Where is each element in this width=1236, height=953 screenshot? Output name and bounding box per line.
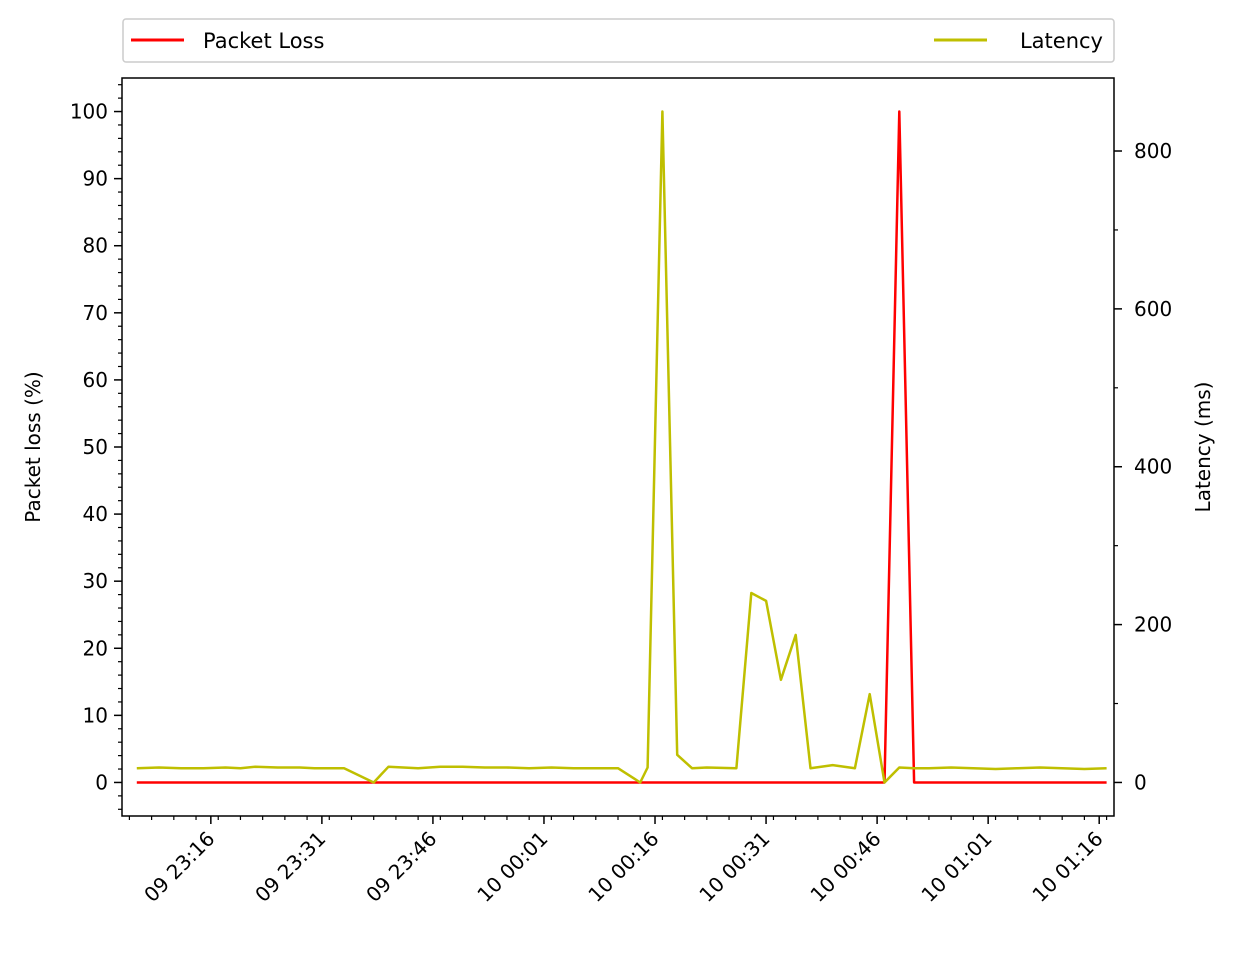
left-tick-label: 20 bbox=[83, 636, 108, 660]
left-tick-label: 100 bbox=[70, 100, 108, 124]
x-tick-label: 10 00:46 bbox=[805, 827, 885, 907]
x-tick-label: 10 00:16 bbox=[583, 827, 663, 907]
right-tick-label: 0 bbox=[1134, 770, 1147, 794]
right-tick-label: 200 bbox=[1134, 613, 1172, 637]
right-tick-label: 800 bbox=[1134, 139, 1172, 163]
legend-frame bbox=[122, 18, 1115, 63]
x-tick-label: 10 01:01 bbox=[916, 827, 996, 907]
right-axis: 0 200 400 600 800 bbox=[1114, 139, 1172, 794]
left-tick-label: 0 bbox=[95, 770, 108, 794]
plot-frame bbox=[121, 77, 1115, 817]
x-tick-label: 09 23:46 bbox=[361, 827, 441, 907]
left-tick-label: 10 bbox=[83, 703, 108, 727]
right-tick-label: 600 bbox=[1134, 297, 1172, 321]
left-axis: 0 10 20 30 40 50 60 70 80 90 100 bbox=[70, 84, 122, 810]
right-axis-title: Latency (ms) bbox=[1191, 382, 1215, 513]
left-axis-title: Packet loss (%) bbox=[21, 371, 45, 522]
left-tick-label: 60 bbox=[83, 368, 108, 392]
left-tick-label: 80 bbox=[83, 234, 108, 258]
x-tick-label: 09 23:16 bbox=[139, 827, 219, 907]
x-axis: 09 23:16 09 23:31 09 23:46 10 00:01 10 00:16… bbox=[128, 816, 1108, 907]
left-tick-label: 70 bbox=[83, 301, 108, 325]
right-tick-label: 400 bbox=[1134, 455, 1172, 479]
x-tick-label: 10 01:16 bbox=[1028, 827, 1108, 907]
series-line-latency bbox=[136, 110, 1107, 784]
legend: Packet Loss Latency bbox=[122, 18, 1115, 63]
legend-label-latency: Latency bbox=[1020, 29, 1103, 53]
legend-label-packet-loss: Packet Loss bbox=[203, 29, 324, 53]
x-tick-label: 10 00:31 bbox=[694, 827, 774, 907]
x-tick-label: 09 23:31 bbox=[250, 827, 330, 907]
left-tick-label: 50 bbox=[83, 435, 108, 459]
left-tick-label: 30 bbox=[83, 569, 108, 593]
left-tick-label: 40 bbox=[83, 502, 108, 526]
series-line-packet-loss bbox=[136, 110, 1107, 784]
left-tick-label: 90 bbox=[83, 167, 108, 191]
x-tick-label: 10 00:01 bbox=[472, 827, 552, 907]
